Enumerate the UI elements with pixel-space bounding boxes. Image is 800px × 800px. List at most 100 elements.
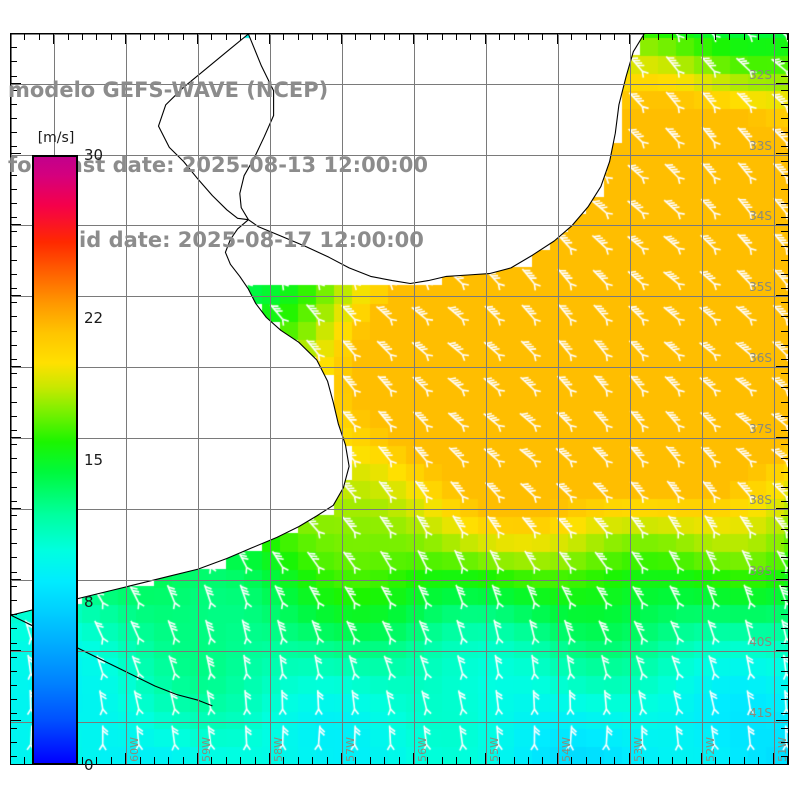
axis-tick — [24, 757, 26, 764]
axis-tick — [10, 47, 17, 49]
axis-tick — [743, 757, 745, 764]
colorbar-legend[interactable]: [m/s] 30 22 15 8 0 — [32, 130, 103, 774]
axis-tick — [96, 33, 98, 40]
axis-tick — [700, 753, 702, 764]
axis-tick — [781, 741, 789, 743]
colorbar-gradient[interactable] — [32, 155, 78, 765]
axis-tick — [781, 628, 789, 630]
axis-tick — [10, 514, 17, 516]
axis-tick — [10, 146, 17, 148]
axis-tick — [10, 727, 17, 729]
axis-tick — [10, 429, 17, 431]
axis-tick — [781, 599, 789, 601]
axis-tick — [10, 366, 21, 368]
axis-tick — [10, 720, 21, 722]
axis-tick — [671, 757, 673, 764]
lat-tick-label: 38S — [749, 492, 772, 507]
axis-tick — [81, 757, 83, 764]
axis-tick — [10, 472, 17, 474]
axis-tick — [139, 33, 141, 40]
axis-tick — [10, 132, 17, 134]
axis-tick — [197, 33, 199, 44]
axis-tick — [10, 713, 17, 715]
axis-tick — [787, 33, 788, 40]
axis-tick — [628, 33, 630, 44]
axis-tick — [441, 757, 443, 764]
axis-tick — [776, 366, 789, 368]
axis-tick — [781, 146, 789, 148]
lat-tick-label: 34S — [749, 209, 772, 224]
axis-tick — [776, 153, 789, 155]
axis-tick — [513, 757, 515, 764]
axis-tick — [787, 757, 788, 764]
axis-tick — [528, 757, 529, 764]
axis-tick — [571, 757, 573, 764]
axis-tick — [10, 685, 17, 687]
axis-tick — [499, 757, 501, 764]
axis-tick — [10, 245, 17, 247]
axis-tick — [153, 33, 155, 40]
axis-tick — [10, 670, 17, 672]
axis-tick — [781, 359, 789, 361]
axis-tick — [585, 33, 587, 40]
wind-speed-field[interactable] — [11, 34, 788, 764]
axis-tick — [470, 33, 472, 40]
axis-tick — [283, 757, 285, 764]
axis-tick — [10, 387, 17, 389]
axis-tick — [781, 670, 789, 672]
axis-tick — [781, 571, 789, 573]
axis-tick — [10, 82, 21, 84]
axis-tick — [153, 757, 155, 764]
axis-tick — [10, 316, 17, 318]
lat-tick-label: 39S — [749, 563, 772, 578]
axis-tick — [781, 585, 789, 587]
axis-tick — [686, 757, 688, 764]
axis-tick — [456, 757, 458, 764]
axis-tick — [781, 103, 789, 105]
colorbar-tick-label: 8 — [84, 593, 94, 612]
axis-tick — [781, 529, 789, 531]
axis-tick — [772, 33, 774, 44]
axis-tick — [657, 33, 659, 40]
axis-tick — [776, 649, 789, 651]
axis-tick — [312, 757, 314, 764]
axis-tick — [10, 557, 17, 559]
axis-tick — [528, 33, 529, 40]
axis-tick — [240, 757, 242, 764]
axis-tick — [700, 33, 702, 44]
axis-tick — [10, 61, 17, 63]
axis-tick — [781, 387, 789, 389]
colorbar-units-label: [m/s] — [37, 130, 75, 146]
axis-tick — [10, 741, 17, 743]
axis-tick — [542, 757, 544, 764]
axis-tick — [340, 753, 342, 764]
axis-tick — [781, 472, 789, 474]
axis-tick — [182, 33, 184, 40]
colorbar-tick-label: 22 — [84, 308, 104, 327]
map-plot-frame[interactable]: 61W60W59W58W57W56W55W54W53W52W51W32S33S3… — [10, 33, 789, 765]
lat-tick-label: 35S — [749, 280, 772, 295]
axis-tick — [484, 753, 486, 764]
lon-tick-label: 58W — [272, 737, 285, 762]
axis-tick — [10, 444, 17, 446]
axis-tick — [10, 656, 17, 658]
axis-tick — [384, 757, 386, 764]
axis-tick — [10, 344, 17, 346]
axis-tick — [384, 33, 386, 40]
axis-tick — [10, 330, 17, 332]
lat-tick-label: 40S — [749, 634, 772, 649]
axis-tick — [10, 373, 17, 375]
axis-tick — [614, 33, 616, 40]
axis-tick — [125, 33, 127, 44]
axis-tick — [10, 174, 17, 176]
axis-tick — [269, 33, 270, 44]
axis-tick — [297, 757, 299, 764]
axis-tick — [10, 571, 17, 573]
axis-tick — [781, 656, 789, 658]
axis-tick — [10, 118, 17, 120]
axis-tick — [197, 753, 199, 764]
axis-tick — [542, 33, 544, 40]
axis-tick — [781, 401, 789, 403]
axis-tick — [10, 486, 17, 488]
